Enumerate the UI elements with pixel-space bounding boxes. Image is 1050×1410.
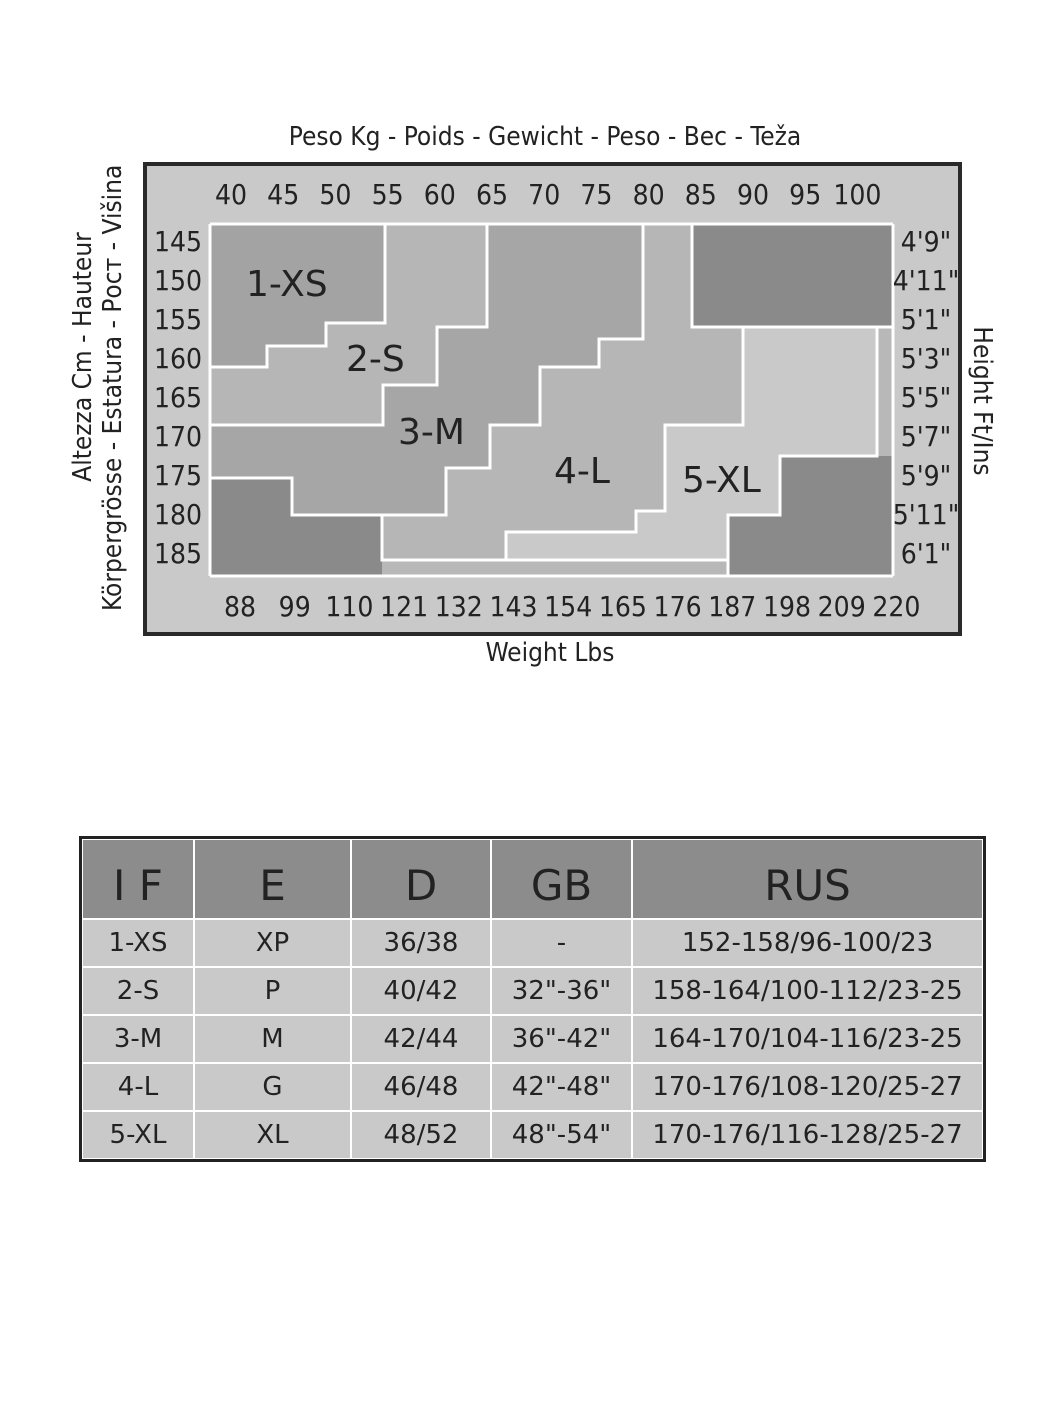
table-cell: M [193,1014,352,1064]
header-e: E [193,838,352,920]
table-cell: XP [193,918,352,968]
table-cell: 36/38 [350,918,492,968]
weight-lbs-title: Weight Lbs [485,638,615,668]
cm-tick-label: 155 [154,303,202,336]
table-cell: 170-176/108-120/25-27 [631,1062,984,1112]
table-cell: 1-XS [81,918,195,968]
out-of-range-bottom-left [210,478,382,576]
lbs-tick-label: 165 [599,590,647,623]
region-label-5xl: 5-XL [682,460,761,501]
lbs-tick-label: 110 [325,590,373,623]
ft-tick-label: 4'9" [901,225,952,258]
kg-tick-label: 40 [215,178,247,211]
table-row: 2-S P 40/42 32"-36" 158-164/100-112/23-2… [81,966,984,1016]
cm-tick-label: 185 [154,537,202,570]
cm-tick-label: 165 [154,381,202,414]
table-cell: 32"-36" [490,966,633,1016]
ft-tick-label: 5'9" [901,459,952,492]
lbs-tick-label: 209 [818,590,866,623]
table-cell: P [193,966,352,1016]
lbs-tick-label: 99 [279,590,311,623]
ft-tick-label: 4'11" [893,264,960,297]
region-label-2s: 2-S [346,339,405,380]
kg-tick-label: 70 [528,178,560,211]
ft-tick-label: 5'5" [901,381,952,414]
table-cell: 48/52 [350,1110,492,1160]
table-cell: 152-158/96-100/23 [631,918,984,968]
kg-tick-label: 75 [580,178,612,211]
table-cell: XL [193,1110,352,1160]
region-borders [208,222,895,578]
kg-tick-label: 95 [789,178,821,211]
lbs-tick-label: 132 [435,590,483,623]
table-cell: 164-170/104-116/23-25 [631,1014,984,1064]
lbs-tick-label: 198 [763,590,811,623]
kg-tick-label: 90 [737,178,769,211]
table-cell: 4-L [81,1062,195,1112]
kg-tick-label: 85 [685,178,717,211]
ft-tick-label: 5'11" [893,498,960,531]
region-label-3m: 3-M [398,412,465,453]
table-cell: 40/42 [350,966,492,1016]
ft-tick-label: 6'1" [901,537,952,570]
out-of-range-bottom-right [728,456,893,576]
size-chart: 40 45 50 55 60 65 70 75 80 85 90 95 100 88 99 110 121 13… [143,162,962,636]
kg-tick-label: 55 [372,178,404,211]
cm-tick-label: 180 [154,498,202,531]
table-row: 4-L G 46/48 42"-48" 170-176/108-120/25-2… [81,1062,984,1112]
kg-tick-label: 65 [476,178,508,211]
table-cell: 36"-42" [490,1014,633,1064]
cm-tick-label: 160 [154,342,202,375]
table-cell: 3-M [81,1014,195,1064]
kg-tick-label: 80 [633,178,665,211]
lbs-tick-label: 154 [544,590,592,623]
table-cell: 42/44 [350,1014,492,1064]
table-row: 5-XL XL 48/52 48"-54" 170-176/116-128/25… [81,1110,984,1160]
table-cell: 5-XL [81,1110,195,1160]
ft-tick-label: 5'1" [901,303,952,336]
table-cell: 48"-54" [490,1110,633,1160]
region-5xl [506,327,877,560]
header-gb: GB [490,838,633,920]
size-conversion-table: I F E D GB RUS 1-XS XP 36/38 - 152-158/9… [79,836,986,1162]
table-cell: - [490,918,633,968]
header-if: I F [81,838,195,920]
kg-tick-label: 100 [833,178,881,211]
table-cell: 170-176/116-128/25-27 [631,1110,984,1160]
table-header-row: I F E D GB RUS [81,838,984,920]
weight-kg-title: Peso Kg - Poids - Gewicht - Peso - Bec -… [288,122,802,152]
region-label-4l: 4-L [554,451,610,492]
cm-tick-label: 170 [154,420,202,453]
lbs-tick-label: 88 [224,590,256,623]
table-cell: 46/48 [350,1062,492,1112]
region-3m [210,224,643,515]
cm-tick-label: 175 [154,459,202,492]
ft-tick-label: 5'7" [901,420,952,453]
kg-tick-label: 60 [424,178,456,211]
table-cell: G [193,1062,352,1112]
lbs-tick-label: 187 [708,590,756,623]
table-cell: 2-S [81,966,195,1016]
out-of-range-top-right [692,224,893,327]
table-cell: 42"-48" [490,1062,633,1112]
table-row: 1-XS XP 36/38 - 152-158/96-100/23 [81,918,984,968]
region-1xs [210,224,385,367]
region-4l [382,224,743,560]
table-cell: 158-164/100-112/23-25 [631,966,984,1016]
ft-tick-label: 5'3" [901,342,952,375]
lbs-tick-label: 121 [380,590,428,623]
header-d: D [350,838,492,920]
cm-tick-label: 145 [154,225,202,258]
kg-tick-label: 50 [319,178,351,211]
kg-tick-label: 45 [267,178,299,211]
lbs-tick-label: 143 [489,590,537,623]
header-rus: RUS [631,838,984,920]
lbs-tick-label: 176 [654,590,702,623]
cm-tick-label: 150 [154,264,202,297]
lbs-tick-label: 220 [872,590,920,623]
region-label-1xs: 1-XS [246,264,328,305]
table-row: 3-M M 42/44 36"-42" 164-170/104-116/23-2… [81,1014,984,1064]
